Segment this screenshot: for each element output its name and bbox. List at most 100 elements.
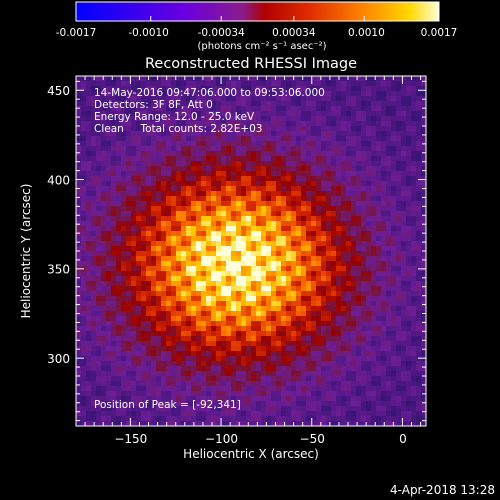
image-pixel xyxy=(371,91,377,97)
image-pixel xyxy=(266,186,272,192)
image-pixel xyxy=(261,236,267,242)
image-pixel xyxy=(366,386,372,392)
image-pixel xyxy=(211,251,217,257)
image-pixel xyxy=(111,271,117,277)
image-pixel xyxy=(111,266,117,272)
image-pixel xyxy=(266,421,272,426)
image-pixel xyxy=(416,281,422,287)
image-pixel xyxy=(91,196,97,202)
image-pixel xyxy=(401,286,407,292)
image-pixel xyxy=(311,111,317,117)
image-pixel xyxy=(301,146,307,152)
image-pixel xyxy=(251,226,257,232)
image-pixel xyxy=(356,256,362,262)
image-pixel xyxy=(211,341,217,347)
image-pixel xyxy=(276,376,282,382)
image-pixel xyxy=(251,366,257,372)
image-pixel xyxy=(226,101,232,107)
image-pixel xyxy=(266,136,272,142)
image-pixel xyxy=(316,326,322,332)
image-pixel xyxy=(341,131,347,137)
image-pixel xyxy=(166,111,172,117)
image-pixel xyxy=(331,126,337,132)
image-pixel xyxy=(81,201,87,207)
image-pixel xyxy=(341,311,347,317)
image-pixel xyxy=(271,271,277,277)
image-pixel xyxy=(381,406,387,412)
image-pixel xyxy=(361,296,367,302)
image-pixel xyxy=(236,356,242,362)
image-pixel xyxy=(296,261,302,267)
image-pixel xyxy=(161,381,167,387)
colorbar-ticks xyxy=(75,16,440,21)
image-pixel xyxy=(221,151,227,157)
image-pixel xyxy=(211,106,217,112)
image-pixel xyxy=(356,106,362,112)
image-pixel xyxy=(401,166,407,172)
image-pixel xyxy=(196,271,202,277)
image-pixel xyxy=(296,246,302,252)
image-pixel xyxy=(221,421,227,426)
image-pixel xyxy=(326,361,332,367)
image-pixel xyxy=(376,401,382,407)
image-pixel xyxy=(151,136,157,142)
image-pixel xyxy=(286,121,292,127)
image-pixel xyxy=(106,321,112,327)
image-pixel xyxy=(401,106,407,112)
image-pixel xyxy=(96,141,102,147)
image-pixel xyxy=(266,241,272,247)
image-pixel xyxy=(96,231,102,237)
image-pixel xyxy=(321,416,327,422)
image-pixel xyxy=(386,266,392,272)
image-pixel xyxy=(356,166,362,172)
image-pixel xyxy=(326,271,332,277)
image-pixel xyxy=(326,331,332,337)
image-pixel xyxy=(286,346,292,352)
image-pixel xyxy=(346,331,352,337)
image-pixel xyxy=(211,161,217,167)
image-pixel xyxy=(331,91,337,97)
image-pixel xyxy=(356,171,362,177)
image-pixel xyxy=(191,171,197,177)
image-pixel xyxy=(281,286,287,292)
image-pixel xyxy=(311,421,317,426)
image-pixel xyxy=(286,196,292,202)
image-pixel xyxy=(121,216,127,222)
image-pixel xyxy=(91,111,97,117)
image-pixel xyxy=(116,236,122,242)
image-pixel xyxy=(376,406,382,412)
image-pixel xyxy=(271,361,277,367)
image-pixel xyxy=(371,296,377,302)
image-pixel xyxy=(221,401,227,407)
image-pixel xyxy=(381,81,387,87)
image-pixel xyxy=(191,191,197,197)
image-pixel xyxy=(266,281,272,287)
image-pixel xyxy=(406,216,412,222)
image-pixel xyxy=(366,406,372,412)
image-pixel xyxy=(286,251,292,257)
image-pixel xyxy=(386,341,392,347)
image-pixel xyxy=(346,336,352,342)
image-pixel xyxy=(241,396,247,402)
image-pixel xyxy=(121,251,127,257)
image-pixel xyxy=(146,366,152,372)
image-pixel xyxy=(156,151,162,157)
image-pixel xyxy=(166,126,172,132)
image-pixel xyxy=(321,351,327,357)
image-pixel xyxy=(96,381,102,387)
image-pixel xyxy=(386,271,392,277)
image-pixel xyxy=(381,131,387,137)
image-pixel xyxy=(211,241,217,247)
image-pixel xyxy=(321,201,327,207)
image-pixel xyxy=(171,101,177,107)
image-pixel xyxy=(126,316,132,322)
image-pixel xyxy=(271,286,277,292)
image-pixel xyxy=(121,276,127,282)
image-pixel xyxy=(86,201,92,207)
image-pixel xyxy=(296,171,302,177)
image-pixel xyxy=(191,306,197,312)
image-pixel xyxy=(331,316,337,322)
image-pixel xyxy=(131,401,137,407)
image-pixel xyxy=(271,261,277,267)
image-pixel xyxy=(151,221,157,227)
